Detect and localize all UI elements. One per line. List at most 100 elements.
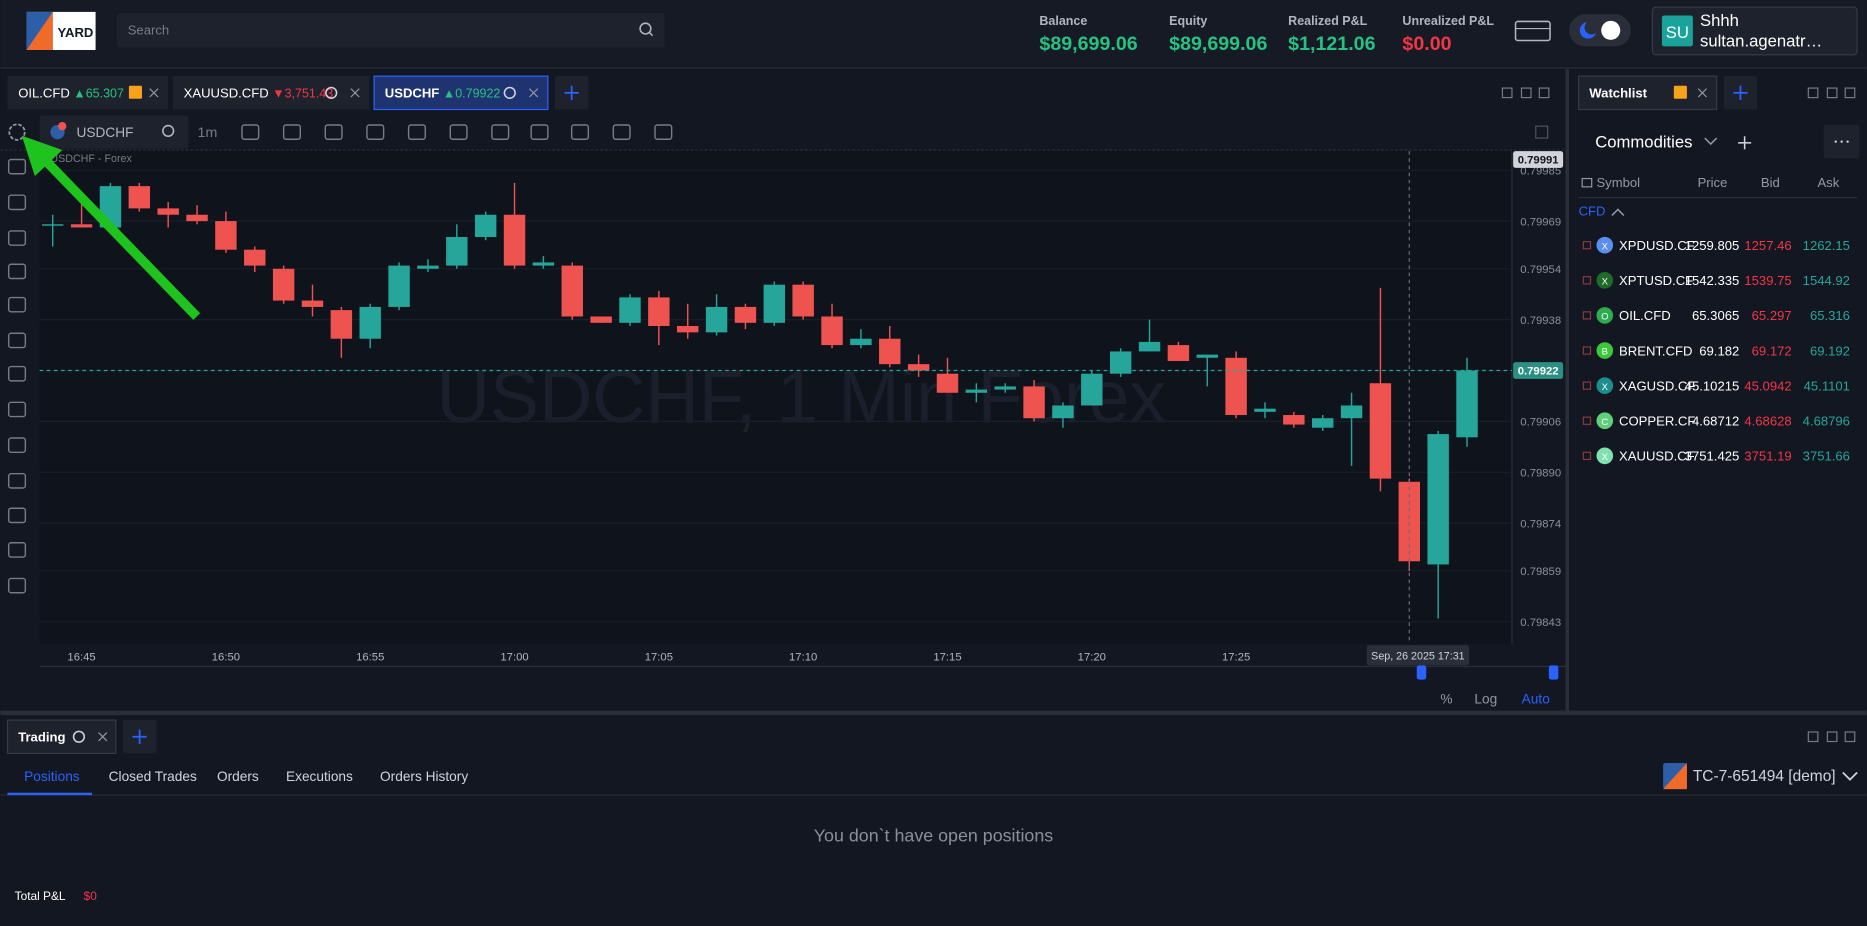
- row-symbol[interactable]: XAUUSD.CF: [1619, 449, 1695, 464]
- tool-icon[interactable]: [7, 437, 27, 454]
- tool-icon[interactable]: [654, 124, 673, 140]
- window-icon[interactable]: [1826, 87, 1838, 99]
- tool-icon[interactable]: [7, 332, 27, 349]
- subtab[interactable]: Executions: [286, 769, 353, 784]
- window-icon[interactable]: [1538, 87, 1550, 99]
- window-icon[interactable]: [1826, 731, 1838, 743]
- tool-icon[interactable]: [7, 158, 27, 175]
- tool-icon[interactable]: [407, 124, 426, 140]
- row-ask: 45.1101: [1804, 378, 1850, 393]
- window-icon[interactable]: [1807, 731, 1819, 743]
- row-price: 3751.425: [1685, 449, 1740, 464]
- trading-tab[interactable]: [6, 719, 117, 755]
- y-tick-label: 0.79906: [1520, 417, 1561, 429]
- row-checkbox[interactable]: [1582, 241, 1592, 250]
- tool-icon[interactable]: [7, 401, 27, 418]
- window-icon[interactable]: [1807, 87, 1819, 99]
- subtab[interactable]: Orders History: [380, 769, 468, 784]
- candle-body: [1340, 405, 1363, 419]
- subtab[interactable]: Positions: [24, 769, 80, 784]
- subtab[interactable]: Orders: [217, 769, 259, 784]
- row-symbol[interactable]: XPDUSD.CF: [1619, 238, 1695, 253]
- symbol-icon: [1596, 377, 1614, 394]
- stat-value: $0.00: [1402, 33, 1451, 55]
- candle-body: [503, 214, 526, 266]
- group-label[interactable]: CFD: [1579, 203, 1606, 218]
- close-icon: [149, 88, 159, 98]
- candle-body: [1311, 418, 1334, 428]
- scroll-handle[interactable]: [1548, 665, 1559, 680]
- candle-body: [734, 306, 757, 323]
- symbol-icon-letter: X: [1602, 452, 1609, 463]
- window-icon[interactable]: [1844, 731, 1856, 743]
- user-box[interactable]: [1651, 6, 1858, 56]
- row-symbol[interactable]: COPPER.CF: [1619, 414, 1695, 429]
- tab-price: ▲0.79922: [443, 87, 501, 101]
- row-checkbox[interactable]: [1582, 346, 1592, 355]
- theme-toggle[interactable]: [1569, 14, 1631, 47]
- tool-icon[interactable]: [241, 124, 260, 140]
- scale-option[interactable]: Auto: [1522, 691, 1551, 706]
- candle-body: [619, 297, 641, 323]
- row-symbol[interactable]: XAGUSD.CF: [1619, 378, 1695, 393]
- symbol-icon: [58, 121, 67, 131]
- brand: YARD: [57, 25, 93, 40]
- column-header: Symbol: [1596, 175, 1640, 190]
- tool-icon[interactable]: [7, 507, 27, 524]
- tool-icon[interactable]: [7, 230, 27, 246]
- candle-body: [388, 265, 410, 307]
- watchlist-name[interactable]: Commodities: [1595, 133, 1692, 152]
- row-checkbox[interactable]: [1582, 416, 1592, 425]
- candle-body: [70, 224, 93, 228]
- window-icon[interactable]: [1501, 87, 1513, 99]
- tool-icon[interactable]: [491, 124, 510, 140]
- chart-tab[interactable]: [373, 75, 549, 111]
- row-bid: 45.0942: [1744, 378, 1791, 393]
- toolbar-interval[interactable]: 1m: [198, 125, 218, 141]
- candle-body: [1427, 434, 1449, 565]
- subtab[interactable]: Closed Trades: [109, 769, 197, 784]
- tool-icon[interactable]: [324, 124, 343, 140]
- x-tick-label: 17:05: [645, 652, 673, 664]
- tool-icon[interactable]: [7, 194, 27, 211]
- scale-option[interactable]: Log: [1474, 691, 1497, 706]
- row-checkbox[interactable]: [1582, 381, 1592, 390]
- tool-icon[interactable]: [530, 124, 549, 140]
- search-placeholder: Search: [128, 23, 169, 38]
- row-symbol[interactable]: XPTUSD.CF: [1619, 273, 1693, 288]
- stat-label: Balance: [1039, 14, 1087, 28]
- tool-icon[interactable]: [570, 124, 590, 140]
- tool-icon[interactable]: [7, 472, 27, 489]
- layout-button[interactable]: [1514, 20, 1551, 42]
- watchlist-tab[interactable]: [1578, 75, 1718, 111]
- scroll-handle[interactable]: [1416, 665, 1427, 680]
- tool-icon[interactable]: [7, 577, 27, 594]
- symbol-box[interactable]: [39, 115, 189, 149]
- tool-icon[interactable]: [7, 365, 27, 382]
- tool-icon[interactable]: [7, 542, 27, 558]
- scale-option[interactable]: %: [1440, 691, 1452, 706]
- row-price: 45.10215: [1685, 378, 1740, 393]
- trading-tab-title: Trading: [18, 730, 65, 745]
- candle-body: [1369, 383, 1392, 479]
- row-checkbox[interactable]: [1582, 276, 1592, 285]
- window-icon[interactable]: [1520, 87, 1532, 99]
- row-checkbox[interactable]: [1582, 311, 1592, 320]
- theme-moon: [1584, 20, 1599, 35]
- tool-icon[interactable]: [449, 124, 468, 140]
- candle-body: [474, 214, 497, 237]
- tool-icon[interactable]: [612, 124, 631, 140]
- tool-icon[interactable]: [366, 124, 385, 140]
- row-symbol[interactable]: OIL.CFD: [1619, 308, 1671, 323]
- price-axis: [1511, 151, 1566, 644]
- tool-icon[interactable]: [7, 296, 27, 313]
- window-icon[interactable]: [1844, 87, 1856, 99]
- y-tick-label: 0.79969: [1520, 216, 1561, 228]
- account-id[interactable]: TC-7-651494 [demo]: [1693, 768, 1836, 785]
- search-box[interactable]: [117, 13, 665, 48]
- row-checkbox[interactable]: [1582, 451, 1592, 461]
- row-symbol[interactable]: BRENT.CFD: [1619, 343, 1692, 358]
- tool-icon[interactable]: [282, 124, 302, 140]
- tool-icon[interactable]: [7, 263, 27, 280]
- y-tick-label: 0.79859: [1520, 566, 1561, 578]
